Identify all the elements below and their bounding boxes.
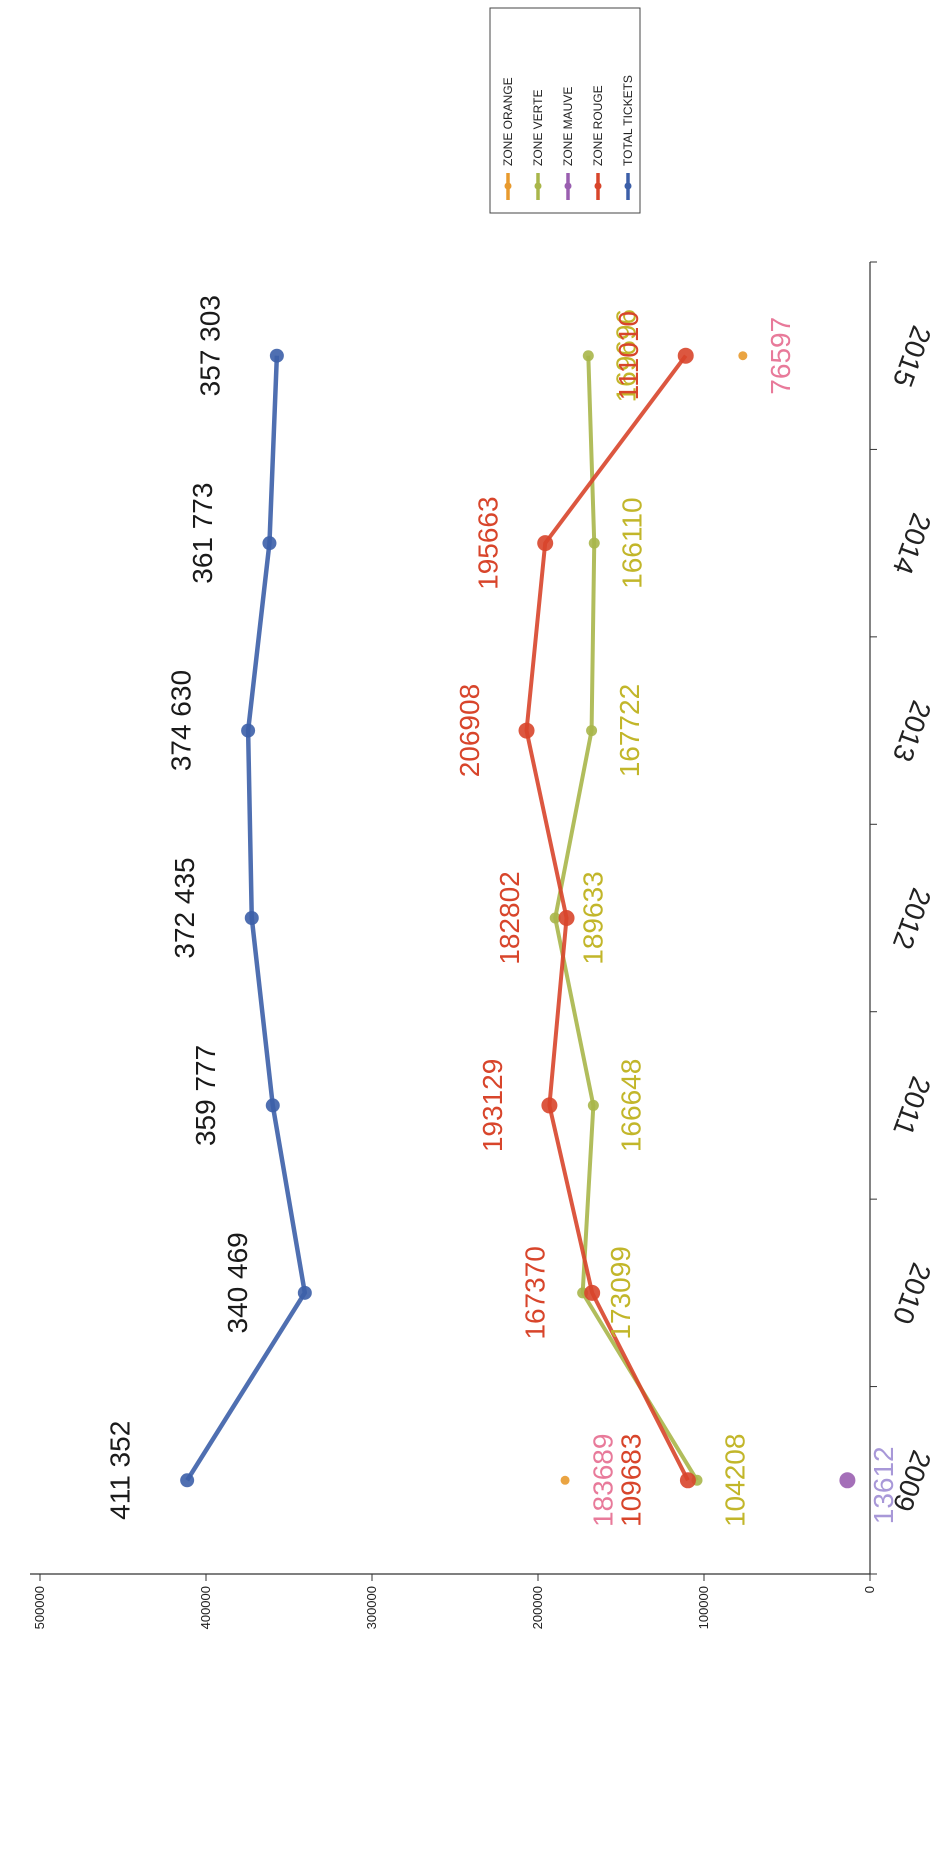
legend-label: TOTAL TICKETS <box>621 75 635 166</box>
data-point-zone-orange <box>738 351 748 361</box>
legend-swatch-marker <box>504 182 512 190</box>
data-point-zone-rouge <box>537 535 554 552</box>
data-label-zone-orange: 76597 <box>765 317 796 395</box>
legend-label: ZONE ROUGE <box>591 85 605 166</box>
legend-item-zone-rouge: ZONE ROUGE <box>591 85 605 200</box>
legend-label: ZONE MAUVE <box>561 87 575 166</box>
value-tick-label: 0 <box>862 1586 877 1593</box>
data-point-total-tickets <box>297 1285 312 1300</box>
series-total-tickets <box>180 348 312 1488</box>
series-group <box>180 347 856 1489</box>
legend: ZONE ORANGE ZONE VERTE ZONE MAUVE ZONE ROUG… <box>489 7 641 214</box>
data-point-total-tickets <box>241 723 256 738</box>
value-tick-label: 400000 <box>198 1586 213 1629</box>
data-point-zone-rouge <box>541 1097 558 1114</box>
series-zone-rouge <box>518 347 696 1489</box>
legend-item-zone-verte: ZONE VERTE <box>531 90 545 200</box>
category-tick-label: 2013 <box>887 697 937 766</box>
value-tick-label: 300000 <box>364 1586 379 1629</box>
data-label-zone-rouge: 206908 <box>454 684 485 777</box>
series-zone-mauve <box>839 1472 856 1489</box>
data-point-total-tickets <box>269 348 284 363</box>
data-label-zone-rouge: 182802 <box>494 871 525 964</box>
legend-box <box>489 7 641 214</box>
axes: 0100000200000300000400000500000200920102… <box>30 261 937 1629</box>
data-label-total-tickets: 372 435 <box>169 857 200 958</box>
data-label-total-tickets: 359 777 <box>190 1045 221 1146</box>
legend-swatch-marker <box>534 182 542 190</box>
data-point-zone-mauve <box>839 1472 856 1489</box>
data-label-zone-rouge: 195663 <box>473 496 504 589</box>
category-tick-label: 2014 <box>887 509 937 578</box>
legend-item-total-tickets: TOTAL TICKETS <box>621 75 635 200</box>
data-point-zone-rouge <box>518 722 535 739</box>
data-point-zone-verte <box>587 1099 599 1111</box>
data-label-total-tickets: 340 469 <box>222 1232 253 1333</box>
data-label-zone-orange: 183689 <box>587 1434 618 1527</box>
data-label-total-tickets: 357 303 <box>194 295 225 396</box>
legend-label: ZONE ORANGE <box>501 77 515 166</box>
data-label-zone-verte: 166110 <box>617 497 648 588</box>
data-point-zone-verte <box>549 912 561 924</box>
data-label-zone-verte: 167722 <box>614 684 645 777</box>
data-point-zone-rouge <box>558 910 575 926</box>
data-point-total-tickets <box>180 1473 195 1488</box>
legend-swatch-marker <box>564 182 572 190</box>
data-point-zone-verte <box>582 350 594 362</box>
category-tick-label: 2015 <box>887 322 937 391</box>
category-tick-label: 2010 <box>887 1259 937 1328</box>
legend-item-zone-orange: ZONE ORANGE <box>501 77 515 200</box>
data-point-total-tickets <box>262 536 277 551</box>
category-tick-label: 2012 <box>887 884 937 953</box>
data-label-zone-verte: 166648 <box>616 1059 647 1152</box>
data-label-zone-rouge: 109683 <box>615 1434 646 1527</box>
data-label-zone-verte: 189633 <box>578 871 609 964</box>
legend-swatch-marker <box>624 182 632 190</box>
legend-label: ZONE VERTE <box>531 90 545 166</box>
data-label-total-tickets: 361 773 <box>187 483 218 584</box>
data-point-zone-rouge <box>677 347 694 364</box>
data-point-total-tickets <box>265 1098 280 1113</box>
data-label-zone-verte: 173099 <box>605 1246 636 1339</box>
value-tick-label: 500000 <box>32 1586 47 1629</box>
data-point-zone-verte <box>586 725 598 737</box>
legend-item-zone-mauve: ZONE MAUVE <box>561 87 575 200</box>
data-point-zone-orange <box>560 1475 570 1485</box>
data-label-total-tickets: 411 352 <box>105 1421 136 1520</box>
data-label-zone-mauve: 13612 <box>868 1446 899 1524</box>
data-point-total-tickets <box>244 911 259 925</box>
data-point-zone-verte <box>588 537 600 549</box>
series-zone-orange <box>560 351 748 1485</box>
value-tick-label: 100000 <box>696 1586 711 1629</box>
data-point-zone-rouge <box>584 1284 601 1301</box>
data-label-zone-rouge: 193129 <box>477 1059 508 1152</box>
data-label-zone-rouge: 167370 <box>520 1246 551 1339</box>
data-label-total-tickets: 374 630 <box>166 670 197 771</box>
data-label-zone-rouge: 111010 <box>613 311 644 400</box>
legend-swatch-marker <box>594 182 602 190</box>
data-label-zone-verte: 169696 <box>611 309 642 402</box>
data-point-zone-rouge <box>679 1472 696 1489</box>
category-tick-label: 2011 <box>887 1073 937 1140</box>
value-tick-label: 200000 <box>530 1586 545 1629</box>
data-labels: 183689 76597 104208 173099 166648 189633 16772… <box>105 295 899 1527</box>
data-label-zone-verte: 104208 <box>719 1434 750 1527</box>
